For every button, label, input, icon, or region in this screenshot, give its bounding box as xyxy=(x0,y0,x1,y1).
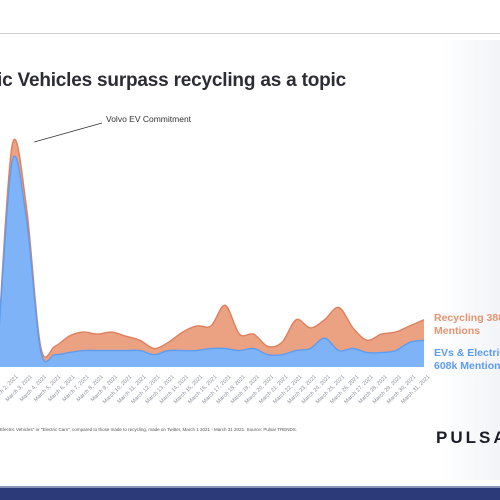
footer-band xyxy=(0,488,500,500)
chart-title: ic Vehicles surpass recycling as a topic xyxy=(0,70,346,91)
brand-logo-text: PULSA xyxy=(436,428,500,447)
legend-recycling: Recycling 388 Mentions xyxy=(434,312,500,338)
source-note: Electric Vehicles" or "Electric Cars", c… xyxy=(0,427,298,432)
top-bar xyxy=(0,0,500,8)
legend-evs-line1: EVs & Electric xyxy=(434,347,500,359)
top-divider xyxy=(0,33,500,34)
footer-divider xyxy=(0,486,500,488)
chart-annotation: Volvo EV Commitment xyxy=(106,114,192,124)
slide-background xyxy=(0,40,500,480)
recycling-series-area xyxy=(0,139,424,367)
legend-evs-line2: 608k Mentions xyxy=(434,360,500,372)
slide-edge-shadow xyxy=(440,40,500,480)
recycling-series-line xyxy=(0,138,425,358)
legend-recycling-line1: Recycling 388 xyxy=(434,312,500,324)
annotation-leader-line xyxy=(34,122,103,143)
ev-series-line xyxy=(0,155,425,363)
legend-recycling-line2: Mentions xyxy=(434,325,481,337)
legend-evs: EVs & Electric 608k Mentions xyxy=(434,347,500,373)
